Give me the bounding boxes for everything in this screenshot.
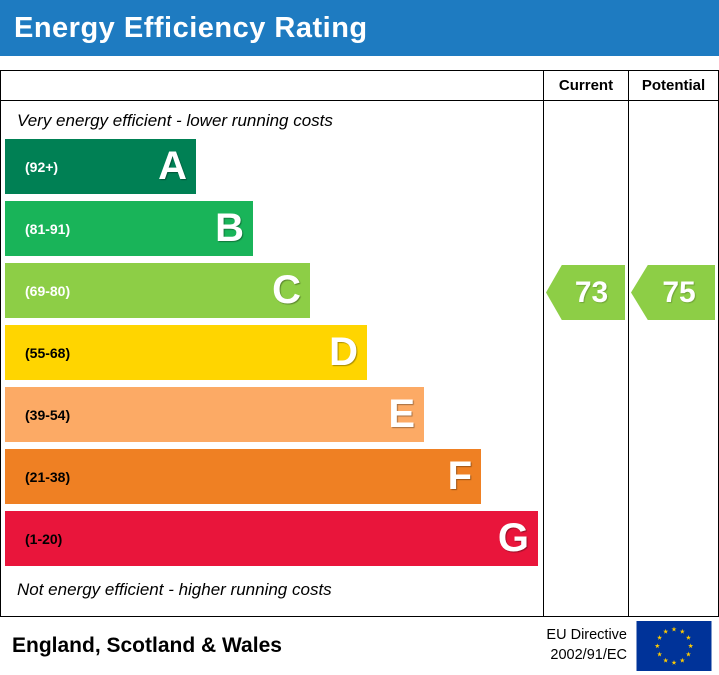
band-bar: (81-91) B	[5, 201, 253, 256]
band-bar: (39-54) E	[5, 387, 424, 442]
potential-rating-arrow: 75	[631, 265, 715, 320]
band-row: (21-38) F	[5, 449, 543, 504]
band-letter: D	[329, 329, 358, 374]
current-column-header: Current	[543, 71, 628, 101]
bands: (92+) A (81-91) B (69-80) C (55-68) D (3…	[5, 139, 543, 566]
band-row: (39-54) E	[5, 387, 543, 442]
band-row: (81-91) B	[5, 201, 543, 256]
potential-rating-value: 75	[662, 275, 696, 309]
current-rating-arrow: 73	[546, 265, 625, 320]
band-letter: C	[272, 267, 301, 312]
caption-top: Very energy efficient - lower running co…	[17, 111, 333, 130]
band-letter: B	[215, 205, 244, 250]
current-column: 73	[543, 101, 628, 616]
band-letter: E	[388, 391, 415, 436]
current-rating-value: 73	[574, 275, 609, 309]
band-range-label: (69-80)	[25, 282, 71, 299]
band-range-label: (21-38)	[25, 468, 71, 485]
page-title: Energy Efficiency Rating	[14, 11, 368, 44]
band-letter: A	[158, 143, 187, 188]
band-letter: G	[497, 515, 529, 560]
potential-column: 75	[628, 101, 718, 616]
band-bar: (69-80) C	[5, 263, 310, 318]
band-row: (55-68) D	[5, 325, 543, 380]
region-label: England, Scotland & Wales	[12, 634, 282, 657]
band-range-label: (92+)	[25, 158, 59, 175]
title-banner: Energy Efficiency Rating	[0, 0, 719, 56]
band-row: (69-80) C	[5, 263, 543, 318]
potential-column-header: Potential	[628, 71, 718, 101]
band-range-label: (55-68)	[25, 344, 71, 361]
rating-chart: Current Potential Very energy efficient …	[0, 70, 719, 617]
band-bar: (21-38) F	[5, 449, 481, 504]
band-range-label: (81-91)	[25, 220, 71, 237]
band-row: (92+) A	[5, 139, 543, 194]
band-row: (1-20) G	[5, 511, 543, 566]
band-bar: (92+) A	[5, 139, 196, 194]
eu-directive-text: EU Directive 2002/91/EC	[546, 626, 627, 665]
eu-directive-line2: 2002/91/EC	[550, 647, 627, 663]
band-bar: (55-68) D	[5, 325, 367, 380]
band-range-label: (1-20)	[25, 530, 63, 547]
bands-area: Very energy efficient - lower running co…	[1, 101, 543, 616]
band-range-label: (39-54)	[25, 406, 71, 423]
footer: England, Scotland & Wales EU Directive 2…	[0, 617, 719, 675]
band-bar: (1-20) G	[5, 511, 538, 566]
caption-bottom: Not energy efficient - higher running co…	[17, 580, 332, 599]
header-spacer	[1, 71, 543, 101]
eu-directive-line1: EU Directive	[546, 627, 627, 644]
band-letter: F	[447, 453, 472, 498]
eu-flag-icon	[636, 621, 712, 671]
